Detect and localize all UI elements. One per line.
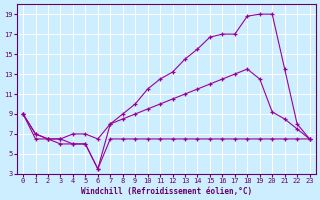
X-axis label: Windchill (Refroidissement éolien,°C): Windchill (Refroidissement éolien,°C) — [81, 187, 252, 196]
